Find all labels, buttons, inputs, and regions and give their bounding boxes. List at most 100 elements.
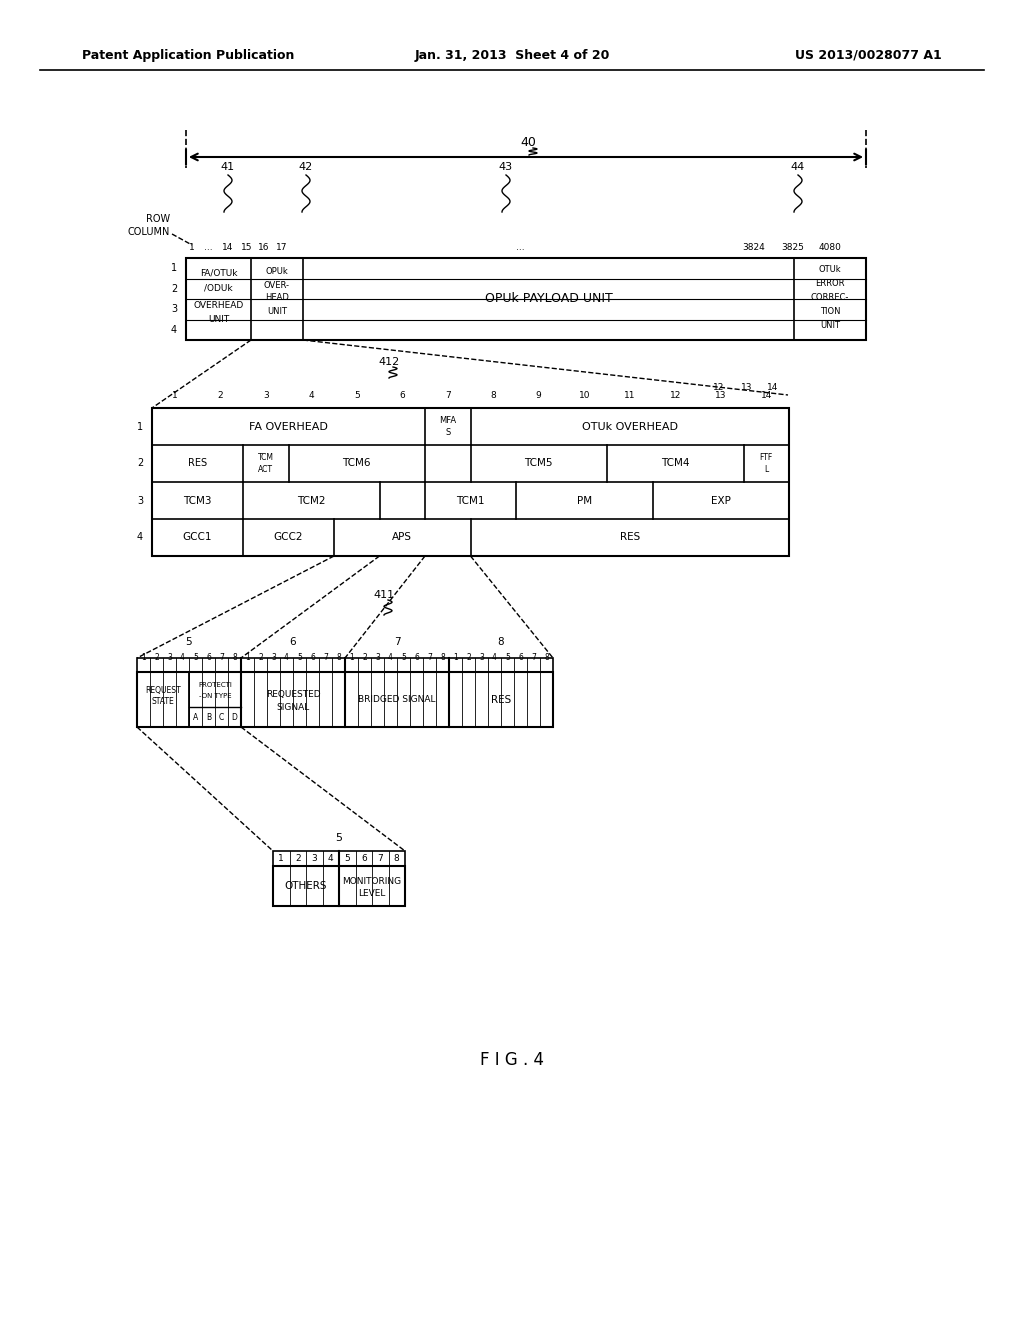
Text: LEVEL: LEVEL [358,890,386,899]
Text: F I G . 4: F I G . 4 [480,1051,544,1069]
Text: BRIDGED SIGNAL: BRIDGED SIGNAL [358,696,436,705]
Text: FA/OTUk: FA/OTUk [200,268,238,277]
Text: 42: 42 [298,162,312,172]
Text: 6: 6 [360,854,367,863]
Text: 4: 4 [171,325,177,335]
Text: 3: 3 [137,495,143,506]
Text: ...: ... [516,243,524,252]
Text: -ON TYPE: -ON TYPE [199,693,231,700]
Text: 1: 1 [454,653,458,663]
Text: 3: 3 [375,653,380,663]
Text: TCM3: TCM3 [183,495,212,506]
Text: 4: 4 [493,653,497,663]
Text: FA OVERHEAD: FA OVERHEAD [249,421,328,432]
Text: TCM: TCM [258,453,273,462]
Text: EXP: EXP [711,495,731,506]
Text: 14: 14 [222,243,233,252]
Text: 16: 16 [258,243,269,252]
Text: US 2013/0028077 A1: US 2013/0028077 A1 [796,49,942,62]
Text: L: L [764,465,768,474]
Text: 8: 8 [544,653,549,663]
Text: 4: 4 [137,532,143,543]
Text: SIGNAL: SIGNAL [276,704,309,713]
Text: 9: 9 [536,392,542,400]
Text: 5: 5 [354,392,359,400]
Text: 4: 4 [308,392,314,400]
Text: RES: RES [620,532,640,543]
Text: STATE: STATE [152,697,174,706]
Text: 5: 5 [344,854,350,863]
Text: 2: 2 [171,284,177,294]
Text: ACT: ACT [258,465,273,474]
Text: 3: 3 [171,304,177,314]
Text: 3825: 3825 [781,243,805,252]
Text: UNIT: UNIT [267,306,287,315]
Text: 10: 10 [579,392,590,400]
Text: TCM2: TCM2 [297,495,326,506]
Text: 6: 6 [414,653,419,663]
Text: PROTECTI: PROTECTI [198,682,232,688]
Text: 1: 1 [171,263,177,273]
Text: TCM4: TCM4 [662,458,689,469]
Text: 6: 6 [290,638,296,647]
Text: 6: 6 [310,653,315,663]
Text: 5: 5 [194,653,198,663]
Text: APS: APS [392,532,413,543]
Text: 5: 5 [336,833,342,843]
Text: OPUk: OPUk [265,267,289,276]
Text: 3824: 3824 [742,243,765,252]
Text: 8: 8 [232,653,237,663]
Text: COLUMN: COLUMN [128,227,170,238]
Bar [186,257,866,341]
Text: 7: 7 [219,653,224,663]
Bar [273,866,406,906]
Text: 11: 11 [624,392,636,400]
Text: 40: 40 [520,136,536,149]
Text: 43: 43 [498,162,512,172]
Text: FTF: FTF [760,453,773,462]
Text: 3: 3 [263,392,268,400]
Text: MFA: MFA [439,416,457,425]
Text: 3: 3 [167,653,172,663]
Text: 1: 1 [349,653,354,663]
Text: 14: 14 [761,392,772,400]
Text: OTUk OVERHEAD: OTUk OVERHEAD [582,421,678,432]
Text: /ODUk: /ODUk [204,284,232,293]
Text: S: S [445,428,451,437]
Text: 1: 1 [245,653,250,663]
Text: ERROR: ERROR [815,280,845,289]
Text: 4: 4 [388,653,393,663]
Text: OVER-: OVER- [264,281,290,289]
Text: 7: 7 [531,653,536,663]
Text: CORREC-: CORREC- [811,293,849,302]
Text: UNIT: UNIT [820,322,840,330]
Text: OTHERS: OTHERS [285,880,328,891]
Text: HEAD: HEAD [265,293,289,302]
Text: OPUk PAYLOAD UNIT: OPUk PAYLOAD UNIT [484,293,612,305]
Text: 12: 12 [670,392,681,400]
Text: 2: 2 [217,392,223,400]
Text: 5: 5 [297,653,302,663]
Text: MONITORING: MONITORING [342,876,401,886]
Text: B: B [206,713,211,722]
Text: 7: 7 [323,653,328,663]
Text: RES: RES [188,458,207,469]
Text: 6: 6 [206,653,211,663]
Text: REQUEST: REQUEST [145,685,181,694]
Text: 3: 3 [311,854,317,863]
Text: 5: 5 [505,653,510,663]
Text: 3: 3 [271,653,275,663]
Text: 6: 6 [399,392,406,400]
Text: 3: 3 [479,653,484,663]
Text: 1: 1 [141,653,145,663]
Bar [137,672,553,727]
Text: 8: 8 [394,854,399,863]
Text: 2: 2 [362,653,367,663]
Text: 1: 1 [172,392,177,400]
Text: PM: PM [577,495,592,506]
Bar [273,851,406,866]
Text: Patent Application Publication: Patent Application Publication [82,49,294,62]
Text: 15: 15 [242,243,253,252]
Text: 7: 7 [444,392,451,400]
Text: 8: 8 [336,653,341,663]
